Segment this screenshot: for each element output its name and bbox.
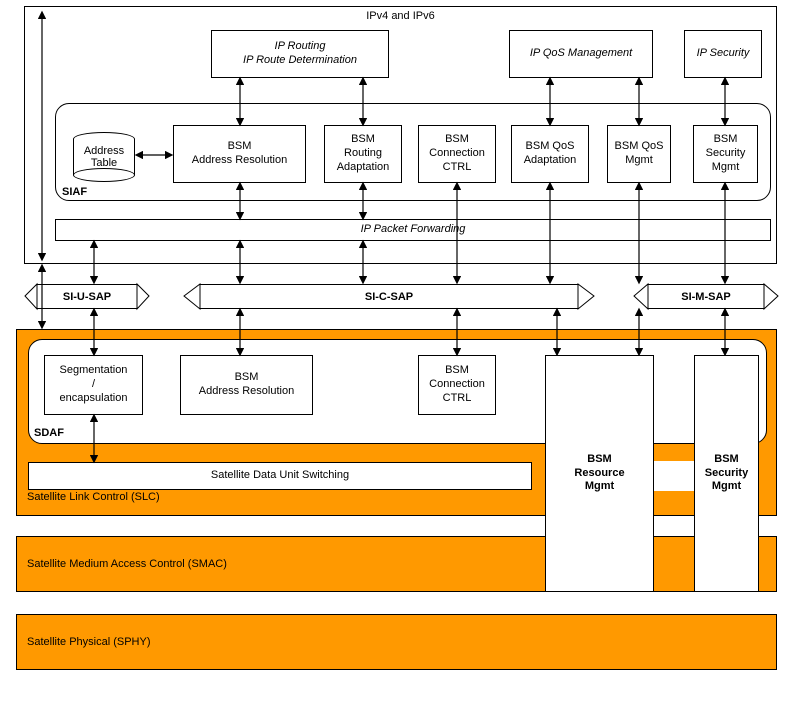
ip-pkt-fwd: IP Packet Forwarding [55,219,771,241]
sat-switch: Satellite Data Unit Switching [28,462,532,490]
ip-qos-mgmt-box: IP QoS Management [509,30,653,78]
bsm-resource-text: BSM Resource Mgmt [574,453,624,494]
bsm-sec-mgmt-2-text: BSM Security Mgmt [705,453,748,494]
sphy-label: Satellite Physical (SPHY) [27,636,151,648]
si-u-sap: SI-U-SAP [37,284,137,309]
ipv4-ipv6-title: IPv4 and IPv6 [24,10,777,22]
smac-bar: Satellite Medium Access Control (SMAC) [16,536,777,592]
sat-switch-text: Satellite Data Unit Switching [211,469,349,483]
ip-routing-l2: IP Route Determination [243,54,357,66]
si-u-sap-text: SI-U-SAP [63,291,111,303]
seg-encap: Segmentation / encapsulation [44,355,143,415]
bsm-qos-mgmt: BSM QoS Mgmt [607,125,671,183]
ip-routing-box: IP Routing IP Route Determination [211,30,389,78]
bsm-qos-adapt-text: BSM QoS Adaptation [524,140,577,168]
bsm-addr-res-2: BSM Address Resolution [180,355,313,415]
slc-label: Satellite Link Control (SLC) [27,491,160,503]
seg-encap-text: Segmentation / encapsulation [60,364,128,405]
ip-routing-l1: IP Routing [275,40,326,52]
smac-label: Satellite Medium Access Control (SMAC) [27,558,227,570]
bsm-conn-ctrl-2: BSM Connection CTRL [418,355,496,415]
bsm-sec-mgmt: BSM Security Mgmt [693,125,758,183]
bsm-routing-adapt: BSM Routing Adaptation [324,125,402,183]
bsm-qos-mgmt-text: BSM QoS Mgmt [615,140,664,168]
si-m-sap-text: SI-M-SAP [681,291,731,303]
si-c-sap: SI-C-SAP [200,284,578,309]
si-m-sap: SI-M-SAP [648,284,764,309]
bsm-sec-mgmt-2: BSM Security Mgmt [694,355,759,592]
sdaf-label: SDAF [34,427,64,439]
bsm-sec-mgmt-text: BSM Security Mgmt [706,133,746,174]
ip-security-box: IP Security [684,30,762,78]
siaf-label: SIAF [62,186,87,198]
bsm-conn-ctrl: BSM Connection CTRL [418,125,496,183]
bsm-addr-res-text: BSM Address Resolution [192,140,287,168]
bsm-addr-res: BSM Address Resolution [173,125,306,183]
address-table-db: Address Table [73,139,135,175]
si-c-sap-text: SI-C-SAP [365,291,413,303]
bsm-addr-res-2-text: BSM Address Resolution [199,371,294,399]
sphy-bar: Satellite Physical (SPHY) [16,614,777,670]
address-table-label: Address Table [74,145,134,169]
bsm-conn-ctrl-2-text: BSM Connection CTRL [429,364,485,405]
bsm-qos-adapt: BSM QoS Adaptation [511,125,589,183]
bsm-conn-ctrl-text: BSM Connection CTRL [429,133,485,174]
bsm-routing-adapt-text: BSM Routing Adaptation [337,133,390,174]
bsm-resource-mgmt: BSM Resource Mgmt [545,355,654,592]
